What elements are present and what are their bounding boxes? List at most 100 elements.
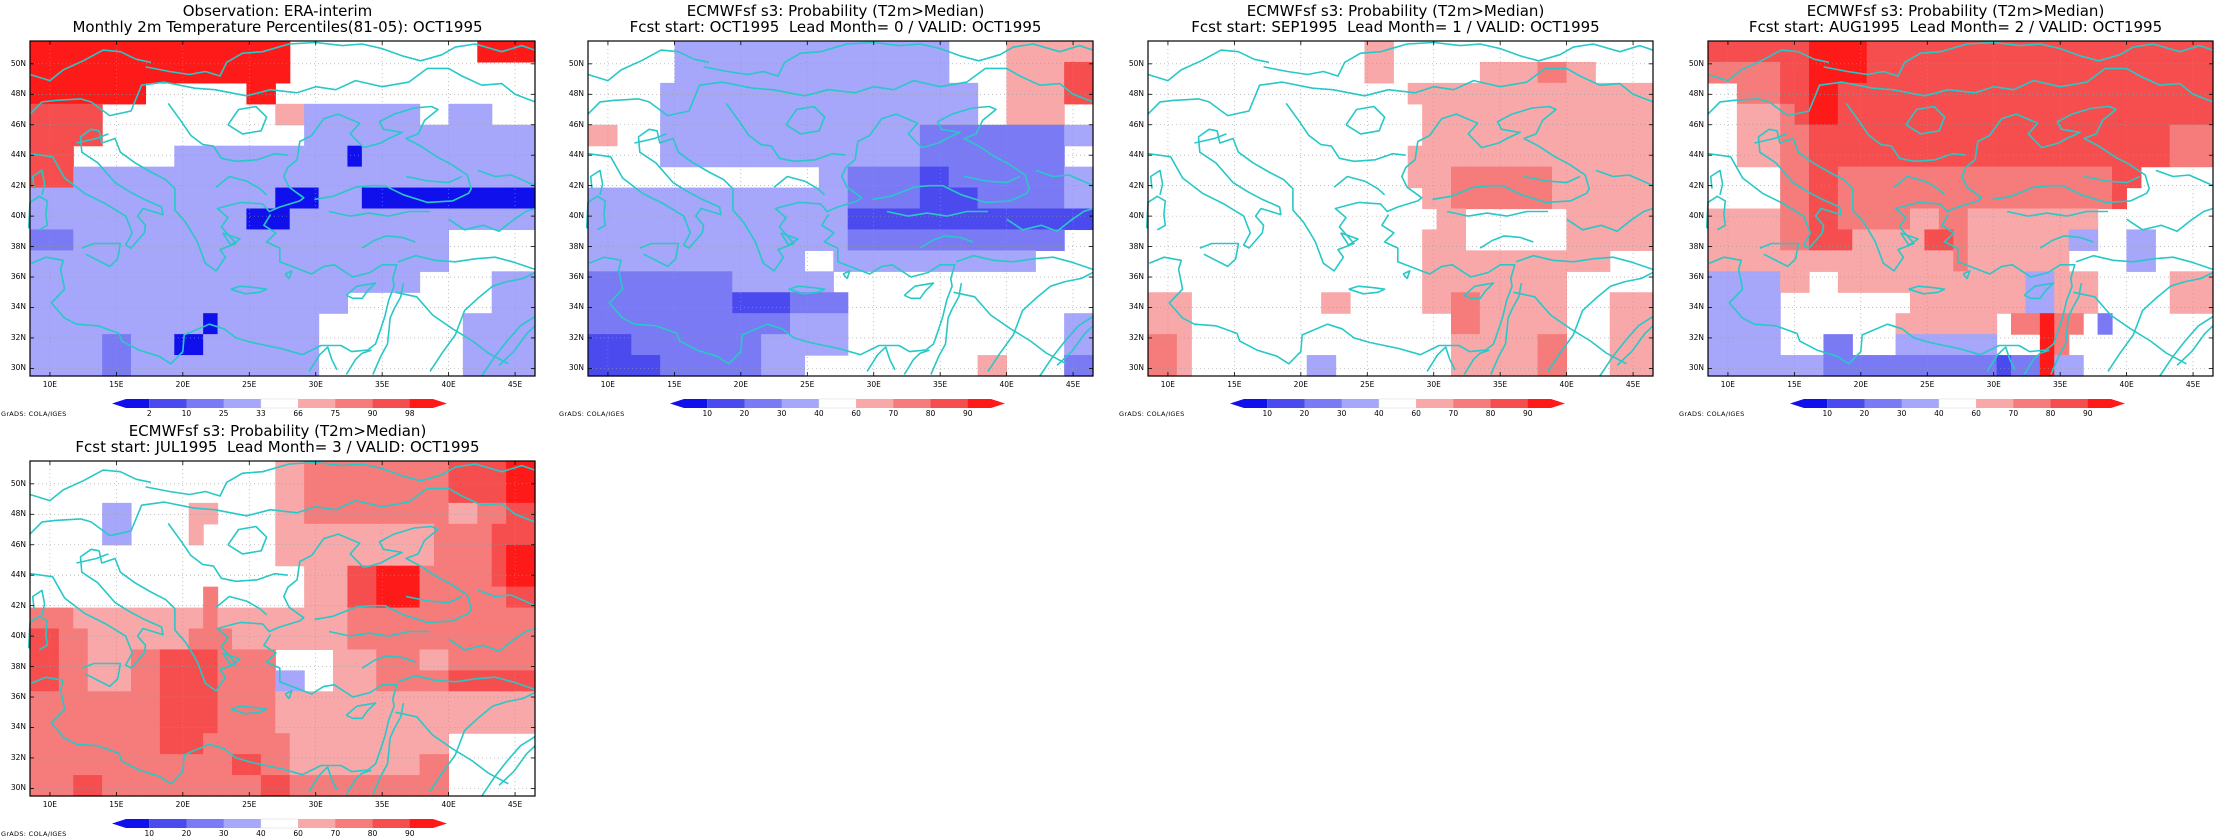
- grid-cell: [1895, 82, 1911, 105]
- grid-cell: [246, 250, 262, 272]
- grid-cell: [203, 628, 219, 651]
- grid-cell: [1967, 124, 1983, 147]
- grid-cell: [2054, 355, 2070, 377]
- grid-cell: [376, 523, 392, 546]
- grid-cell: [660, 82, 676, 105]
- grid-cell: [1064, 61, 1080, 84]
- grid-cell: [203, 502, 219, 525]
- color-bar-label: 90: [2082, 409, 2093, 418]
- grid-cell: [318, 271, 334, 293]
- grid-cell: [159, 334, 175, 356]
- grid-cell: [477, 691, 493, 713]
- grid-cell: [390, 607, 406, 630]
- grid-cell: [30, 313, 46, 335]
- grid-cell: [58, 670, 74, 692]
- grid-cell: [275, 544, 291, 567]
- grid-cell: [1794, 41, 1810, 63]
- y-tick-label: 30N: [1128, 363, 1144, 373]
- grid-cell: [376, 586, 392, 609]
- x-tick-label: 20E: [733, 380, 748, 389]
- grid-cell: [434, 628, 450, 651]
- grid-cell: [260, 712, 276, 734]
- grid-cell: [876, 82, 892, 105]
- grid-cell: [2039, 61, 2055, 84]
- grid-cell: [1852, 355, 1868, 377]
- grid-cell: [1609, 82, 1625, 105]
- grid-cell: [116, 733, 132, 755]
- grid-cell: [876, 208, 892, 231]
- grid-cell: [1823, 250, 1839, 272]
- grid-cell: [2140, 229, 2156, 251]
- grid-cell: [1881, 355, 1897, 377]
- grid-cell: [246, 271, 262, 293]
- color-bar-swatch: [707, 399, 745, 408]
- grid-cell: [174, 670, 190, 692]
- grid-cell: [1881, 124, 1897, 147]
- grid-cell: [1722, 313, 1738, 335]
- grid-cell: [361, 124, 377, 147]
- grid-cell: [102, 271, 118, 293]
- grid-cell: [717, 41, 733, 63]
- grid-cell: [506, 292, 522, 314]
- grid-cell: [1422, 271, 1438, 293]
- grid-cell: [304, 712, 320, 734]
- grid-cell: [376, 502, 392, 525]
- grid-cell: [419, 628, 435, 651]
- grid-cell: [1609, 313, 1625, 335]
- grid-cell: [1996, 61, 2012, 84]
- grid-cell: [1967, 229, 1983, 251]
- grid-cell: [347, 754, 363, 776]
- grid-cell: [30, 754, 46, 776]
- grid-cell: [347, 565, 363, 588]
- grid-cell: [1624, 229, 1640, 251]
- grid-cell: [833, 103, 849, 126]
- grid-cell: [703, 292, 719, 314]
- grid-cell: [833, 208, 849, 231]
- x-tick-label: 25E: [242, 380, 257, 389]
- grid-cell: [1780, 61, 1796, 84]
- grid-cell: [1306, 355, 1322, 377]
- grid-cell: [1020, 145, 1036, 168]
- grid-cell: [746, 271, 762, 293]
- grid-cell: [116, 292, 132, 314]
- grid-cell: [1895, 41, 1911, 63]
- grid-cell: [1552, 166, 1568, 189]
- grid-cell: [159, 628, 175, 651]
- x-tick-label: 35E: [1493, 380, 1508, 389]
- y-tick-label: 40N: [10, 631, 26, 641]
- grid-cell: [491, 649, 507, 671]
- grid-cell: [275, 502, 291, 525]
- grid-cell: [717, 208, 733, 231]
- grid-cell: [1465, 313, 1481, 335]
- grid-cell: [246, 145, 262, 168]
- x-tick-label: 40E: [999, 380, 1014, 389]
- grid-cell: [1508, 355, 1524, 377]
- grid-cell: [1996, 124, 2012, 147]
- grid-cell: [2068, 313, 2084, 335]
- grid-cell: [390, 565, 406, 588]
- grid-cell: [2198, 103, 2214, 126]
- grid-cell: [674, 250, 690, 272]
- grid-cell: [145, 607, 161, 630]
- grid-cell: [703, 103, 719, 126]
- grid-cell: [58, 229, 74, 251]
- grid-cell: [1006, 229, 1022, 251]
- grid-cell: [2083, 61, 2099, 84]
- grid-cell: [1020, 229, 1036, 251]
- grid-cell: [30, 355, 46, 377]
- grid-cell: [304, 628, 320, 651]
- y-tick-label: 36N: [1688, 272, 1704, 282]
- y-tick-label: 44N: [10, 570, 26, 580]
- grid-cell: [2054, 41, 2070, 63]
- grid-cell: [87, 313, 103, 335]
- grid-cell: [1910, 61, 1926, 84]
- grid-cell: [732, 355, 748, 377]
- grid-cell: [174, 712, 190, 734]
- grid-cell: [419, 481, 435, 504]
- grid-cell: [1852, 145, 1868, 168]
- grid-cell: [2025, 208, 2041, 231]
- grid-cell: [73, 250, 89, 272]
- grid-cell: [1736, 208, 1752, 231]
- grid-cell: [506, 461, 522, 483]
- grid-cell: [1049, 208, 1065, 231]
